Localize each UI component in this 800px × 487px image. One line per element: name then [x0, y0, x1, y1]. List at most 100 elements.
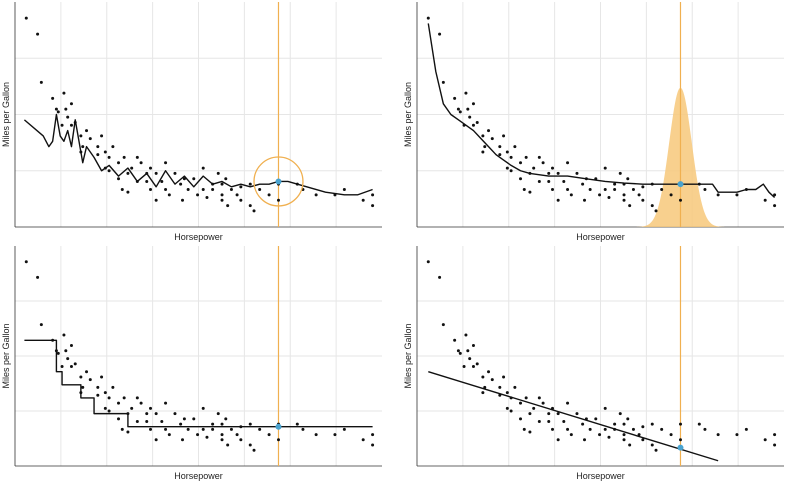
- data-point: [509, 409, 513, 413]
- data-point: [69, 123, 73, 127]
- data-point: [139, 161, 143, 165]
- data-point: [556, 412, 560, 416]
- data-point: [239, 198, 243, 202]
- data-point: [556, 198, 560, 202]
- data-point: [626, 417, 630, 421]
- panel-knn: Horsepower Miles per Gallon: [0, 0, 398, 242]
- data-point: [697, 422, 701, 426]
- data-point: [441, 80, 445, 84]
- data-point: [641, 438, 645, 442]
- data-point: [64, 107, 68, 111]
- data-point: [211, 188, 215, 191]
- data-point: [100, 375, 104, 379]
- data-point: [160, 419, 164, 423]
- data-point: [149, 188, 153, 191]
- data-point: [81, 385, 85, 389]
- data-point: [641, 198, 645, 202]
- data-point: [763, 198, 767, 202]
- data-point: [69, 364, 73, 368]
- data-point: [603, 406, 607, 410]
- data-point: [537, 396, 541, 400]
- query-point: [275, 178, 282, 185]
- data-point: [458, 351, 462, 355]
- data-point: [735, 193, 739, 197]
- data-point: [456, 349, 460, 353]
- data-point: [498, 145, 502, 149]
- data-point: [481, 391, 485, 395]
- data-point: [498, 385, 502, 389]
- data-point: [111, 385, 115, 389]
- data-point: [650, 204, 654, 208]
- data-point: [220, 433, 224, 437]
- data-point: [69, 344, 73, 348]
- data-point: [660, 427, 664, 431]
- data-point: [145, 419, 149, 423]
- data-point: [342, 427, 346, 431]
- data-point: [462, 364, 466, 368]
- data-point: [505, 166, 509, 170]
- data-point: [598, 433, 602, 437]
- y-axis-label: Miles per Gallon: [1, 82, 11, 147]
- data-point: [519, 177, 523, 181]
- data-point: [179, 182, 183, 186]
- data-point: [239, 185, 243, 189]
- data-point: [342, 188, 346, 191]
- data-point: [167, 433, 171, 437]
- data-point: [607, 196, 611, 200]
- data-point: [201, 427, 205, 431]
- data-point: [149, 166, 153, 170]
- data-point: [703, 188, 707, 191]
- x-axis-label: Horsepower: [576, 232, 625, 242]
- data-point: [562, 419, 566, 423]
- data-point: [637, 433, 641, 437]
- fit-line: [427, 23, 776, 199]
- data-point: [583, 438, 586, 442]
- data-point: [173, 171, 177, 175]
- data-point: [164, 401, 168, 405]
- data-point: [537, 155, 541, 159]
- data-point: [466, 349, 470, 353]
- data-point: [220, 198, 224, 202]
- data-point: [598, 193, 602, 197]
- data-point: [551, 188, 555, 191]
- data-point: [201, 166, 205, 170]
- data-point: [276, 198, 280, 202]
- data-point: [551, 427, 555, 431]
- panel-bins: Horsepower Miles per Gallon: [0, 244, 398, 487]
- data-point: [566, 401, 570, 405]
- data-point: [773, 204, 777, 208]
- data-point: [66, 115, 70, 119]
- data-point: [192, 417, 196, 421]
- data-point: [631, 188, 635, 191]
- data-point: [532, 406, 536, 410]
- data-point: [181, 438, 184, 442]
- data-point: [160, 179, 164, 183]
- data-point: [583, 198, 586, 202]
- data-point: [522, 188, 526, 191]
- chart-knn: Horsepower Miles per Gallon: [1, 2, 382, 242]
- data-point: [36, 32, 40, 36]
- data-point: [505, 150, 509, 154]
- data-point: [24, 16, 28, 20]
- data-point: [39, 80, 43, 84]
- data-point: [603, 166, 607, 170]
- data-point: [103, 406, 107, 410]
- data-point: [481, 375, 485, 379]
- data-point: [371, 204, 375, 208]
- data-point: [519, 161, 523, 165]
- data-point: [181, 198, 184, 202]
- x-axis-label: Horsepower: [174, 232, 223, 242]
- data-point: [475, 121, 479, 125]
- data-point: [96, 145, 100, 149]
- data-point: [126, 190, 130, 194]
- data-point: [205, 435, 209, 439]
- data-point: [547, 412, 551, 416]
- data-point: [96, 153, 100, 157]
- data-point: [626, 177, 630, 181]
- data-point: [117, 161, 121, 165]
- data-point: [426, 260, 430, 264]
- data-point: [678, 198, 682, 202]
- data-point: [468, 357, 472, 361]
- data-point: [528, 190, 532, 194]
- data-point: [438, 32, 442, 36]
